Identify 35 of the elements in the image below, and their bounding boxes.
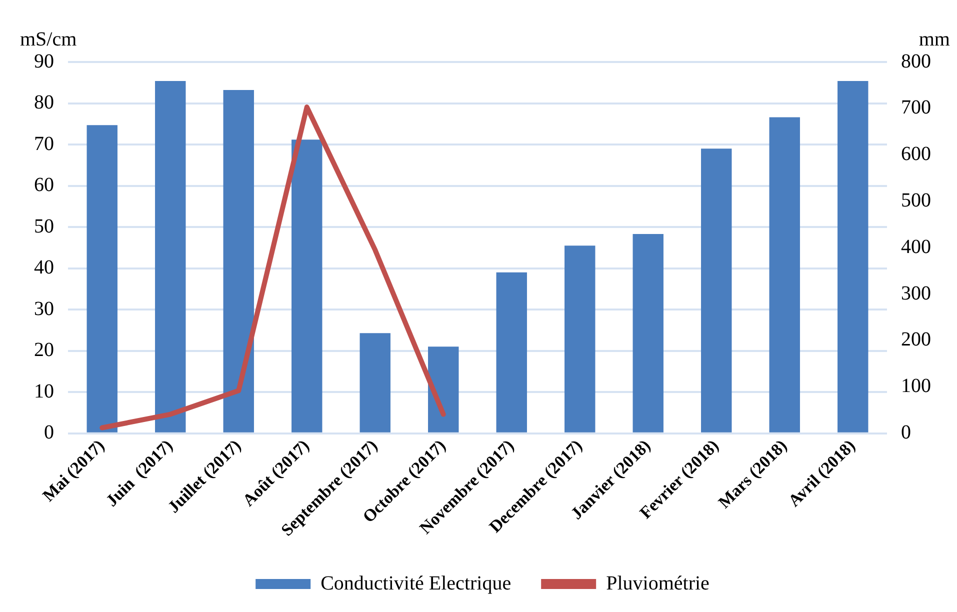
y-tick-label: 30 [34,298,54,320]
y-tick-label: 60 [34,174,54,196]
y-tick-label: 90 [34,50,54,72]
y-tick-label: 50 [34,215,54,238]
y2-axis-title: mm [918,28,950,50]
bar [86,125,118,432]
bar [701,148,732,432]
y2-tick-label: 600 [901,143,931,166]
legend-label: Pluviométrie [606,572,710,594]
y2-tick-label: 100 [901,375,931,398]
y2-tick-label: 500 [901,189,931,212]
y-axis-title: mS/cm [20,28,78,50]
y2-tick-label: 200 [901,328,931,351]
bar [632,234,664,432]
y-tick-label: 0 [44,422,54,444]
bar [360,333,390,432]
bar [428,346,459,432]
y-tick-label: 40 [34,256,54,279]
bar [223,90,254,432]
bar [292,140,322,432]
legend-label: Conductivité Electrique [320,572,512,594]
bar [564,246,596,432]
y-tick-label: 20 [34,339,54,362]
y2-tick-label: 700 [901,96,931,119]
bar [496,272,527,432]
y-tick-label: 70 [34,132,54,155]
y-tick-label: 80 [34,92,54,114]
y2-tick-label: 0 [901,422,911,444]
bar [769,117,800,432]
y2-tick-label: 400 [901,236,931,258]
y2-tick-label: 300 [901,282,931,304]
y-tick-label: 10 [34,380,54,402]
y2-tick-label: 800 [901,50,931,72]
bar [155,80,186,432]
bar [838,80,868,432]
